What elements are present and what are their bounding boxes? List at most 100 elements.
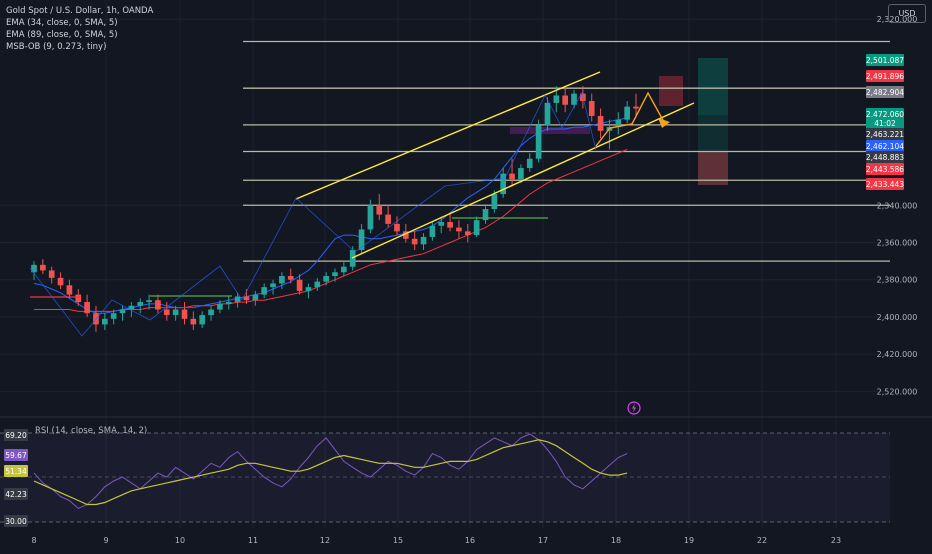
candle-body[interactable] xyxy=(438,222,445,226)
candle-body[interactable] xyxy=(447,222,453,228)
candle-body[interactable] xyxy=(535,125,542,159)
candle-body[interactable] xyxy=(305,287,312,291)
candle-body[interactable] xyxy=(588,101,595,116)
candle-body[interactable] xyxy=(597,115,604,131)
candle-body[interactable] xyxy=(146,300,152,303)
target-zone xyxy=(698,58,728,115)
candle-body[interactable] xyxy=(270,283,276,288)
indicator-ema89-label[interactable]: EMA (89, close, 0, SMA, 5) xyxy=(6,30,118,40)
candle-body[interactable] xyxy=(190,318,197,325)
candle-body[interactable] xyxy=(252,294,259,301)
candle-body[interactable] xyxy=(553,95,560,103)
candle-body[interactable] xyxy=(341,266,347,273)
rsi-tag-label: 51.34 xyxy=(5,467,27,476)
candle-body[interactable] xyxy=(332,272,338,276)
candle-body[interactable] xyxy=(482,209,489,221)
candle-body[interactable] xyxy=(615,119,622,128)
candle-body[interactable] xyxy=(420,236,427,245)
candle-body[interactable] xyxy=(518,168,524,180)
time-label: 19 xyxy=(684,536,694,545)
rsi-tag-label: 42.23 xyxy=(5,490,27,499)
rsi-tag-label: 59.67 xyxy=(5,451,27,460)
candle-body[interactable] xyxy=(40,264,46,271)
rsi-line[interactable] xyxy=(33,433,628,509)
candle-body[interactable] xyxy=(456,227,462,232)
indicator-ema34-label[interactable]: EMA (34, close, 0, SMA, 5) xyxy=(6,18,118,28)
candle-body[interactable] xyxy=(367,205,374,230)
candle-body[interactable] xyxy=(376,205,383,215)
rsi-tag xyxy=(4,465,28,477)
candle-body[interactable] xyxy=(199,315,206,325)
candle-body[interactable] xyxy=(509,173,515,180)
candle-body[interactable] xyxy=(234,296,241,303)
candle-body[interactable] xyxy=(84,302,90,314)
price-tag-label: 2,433.443 xyxy=(866,180,904,189)
candle-body[interactable] xyxy=(358,229,365,250)
candle-body[interactable] xyxy=(571,93,577,105)
candle-body[interactable] xyxy=(48,270,55,278)
candle-body[interactable] xyxy=(394,223,400,232)
lightning-icon[interactable] xyxy=(627,401,641,415)
candle-body[interactable] xyxy=(385,214,391,224)
rsi-indicator-label[interactable]: RSI (14, close, SMA, 14, 2) xyxy=(35,426,148,436)
currency-button[interactable]: USD xyxy=(888,4,926,23)
candle-body[interactable] xyxy=(243,296,250,301)
rsi-tag-label: 69.20 xyxy=(5,431,27,440)
candle-body[interactable] xyxy=(261,287,268,295)
candle-body[interactable] xyxy=(279,276,285,284)
price-tick-label: 2,400.000 xyxy=(877,313,918,322)
candle-body[interactable] xyxy=(101,318,108,325)
candle-body[interactable] xyxy=(500,173,507,195)
candle-body[interactable] xyxy=(562,95,569,105)
candle-body[interactable] xyxy=(119,309,126,314)
candle-body[interactable] xyxy=(464,231,471,236)
candle-body[interactable] xyxy=(128,305,135,310)
candle-body[interactable] xyxy=(402,231,409,239)
candle-body[interactable] xyxy=(323,276,329,282)
price-tag-label: 2,462.104 xyxy=(866,142,904,151)
rsi-tag-label: 30.00 xyxy=(5,517,27,526)
candle-body[interactable] xyxy=(429,225,436,237)
candle-body[interactable] xyxy=(544,102,551,126)
indicator-msb-label[interactable]: MSB-OB (9, 0.273, tiny) xyxy=(6,42,107,52)
candle-body[interactable] xyxy=(296,279,303,291)
candle-body[interactable] xyxy=(208,309,214,316)
rsi-ma-line[interactable] xyxy=(33,439,628,506)
candle-body[interactable] xyxy=(75,294,82,303)
entry-zone-green xyxy=(698,115,728,185)
candle-body[interactable] xyxy=(57,277,64,286)
candle-body[interactable] xyxy=(491,194,498,209)
candle-body[interactable] xyxy=(172,309,179,316)
price-tag-label: 2,443.586 xyxy=(866,165,904,174)
symbol-title[interactable]: Gold Spot / U.S. Dollar, 1h, OANDA xyxy=(6,6,154,16)
candle-body[interactable] xyxy=(314,281,321,288)
time-label: 22 xyxy=(757,536,767,545)
time-label: 23 xyxy=(831,536,841,545)
candle-body[interactable] xyxy=(66,285,73,295)
price-tag-label: 2,491.896 xyxy=(866,72,904,81)
candle-body[interactable] xyxy=(287,276,294,280)
candle-body[interactable] xyxy=(217,303,223,310)
candle-body[interactable] xyxy=(624,106,630,120)
time-label: 10 xyxy=(175,536,185,545)
time-label: 11 xyxy=(248,536,258,545)
candle-body[interactable] xyxy=(411,238,418,245)
candle-body[interactable] xyxy=(31,264,37,273)
candle-body[interactable] xyxy=(155,300,161,310)
candle-body[interactable] xyxy=(181,309,188,319)
projection-path[interactable] xyxy=(595,91,665,147)
candle-body[interactable] xyxy=(633,106,639,109)
candle-body[interactable] xyxy=(163,309,170,316)
candle-body[interactable] xyxy=(225,302,232,304)
zigzag-path xyxy=(29,91,597,337)
price-tag xyxy=(866,178,904,190)
candle-body[interactable] xyxy=(110,313,117,319)
channel-upper-line[interactable] xyxy=(295,71,601,200)
price-tag xyxy=(866,70,904,82)
channel-lower-line[interactable] xyxy=(351,102,695,259)
candle-body[interactable] xyxy=(137,302,144,306)
candle-body[interactable] xyxy=(526,158,533,169)
candle-body[interactable] xyxy=(473,220,480,236)
